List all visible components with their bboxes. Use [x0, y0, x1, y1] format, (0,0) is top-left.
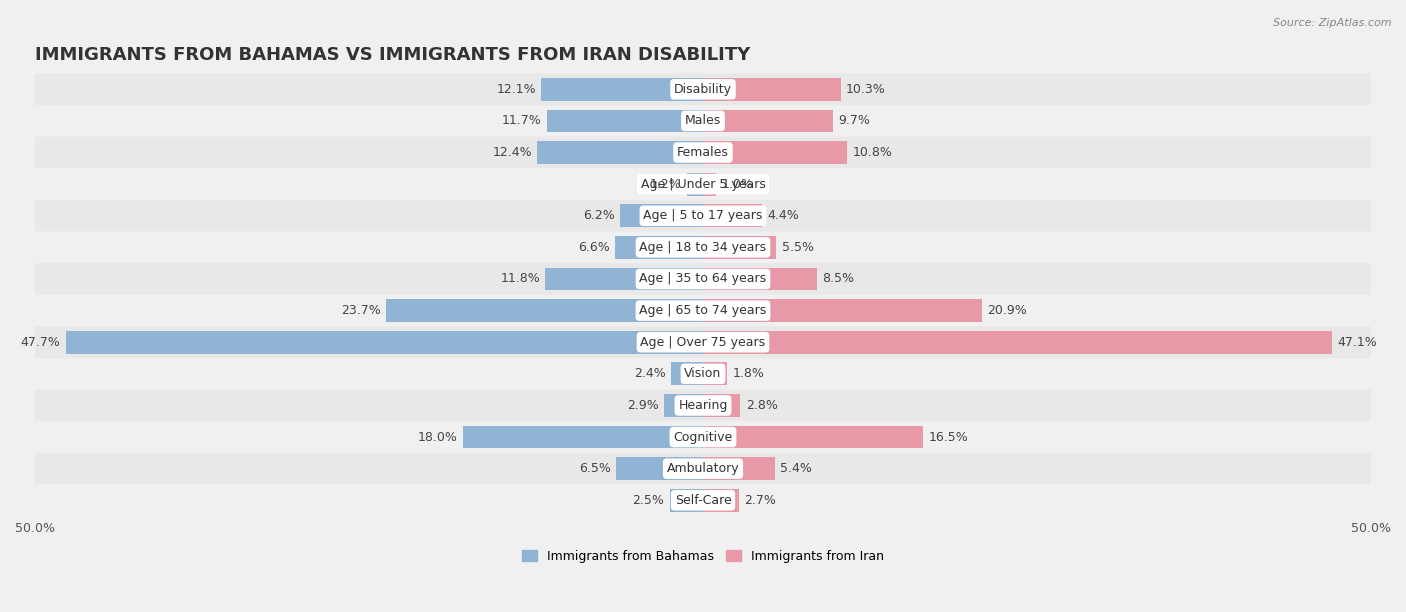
FancyBboxPatch shape: [35, 390, 1371, 421]
Bar: [688, 173, 703, 195]
Text: 2.5%: 2.5%: [633, 494, 664, 507]
Text: Source: ZipAtlas.com: Source: ZipAtlas.com: [1274, 18, 1392, 28]
Text: 23.7%: 23.7%: [342, 304, 381, 317]
Text: Disability: Disability: [673, 83, 733, 96]
Text: Age | Over 75 years: Age | Over 75 years: [641, 336, 765, 349]
Bar: [671, 362, 703, 385]
Text: 4.4%: 4.4%: [768, 209, 799, 222]
Legend: Immigrants from Bahamas, Immigrants from Iran: Immigrants from Bahamas, Immigrants from…: [522, 550, 884, 563]
Text: Age | 18 to 34 years: Age | 18 to 34 years: [640, 241, 766, 254]
Bar: [703, 173, 717, 195]
Text: 2.9%: 2.9%: [627, 399, 659, 412]
Bar: [541, 78, 703, 101]
Text: Age | 5 to 17 years: Age | 5 to 17 years: [644, 209, 762, 222]
Bar: [703, 489, 740, 512]
Text: 18.0%: 18.0%: [418, 431, 457, 444]
Bar: [387, 299, 703, 322]
Bar: [703, 426, 924, 449]
Bar: [703, 457, 775, 480]
FancyBboxPatch shape: [35, 485, 1371, 516]
Text: 2.4%: 2.4%: [634, 367, 665, 380]
Text: 5.5%: 5.5%: [782, 241, 814, 254]
FancyBboxPatch shape: [35, 295, 1371, 326]
Text: Age | Under 5 years: Age | Under 5 years: [641, 177, 765, 191]
Text: 10.3%: 10.3%: [846, 83, 886, 96]
Bar: [547, 110, 703, 132]
FancyBboxPatch shape: [35, 200, 1371, 231]
FancyBboxPatch shape: [35, 263, 1371, 295]
Text: 6.2%: 6.2%: [583, 209, 614, 222]
Text: Hearing: Hearing: [678, 399, 728, 412]
Bar: [703, 299, 983, 322]
FancyBboxPatch shape: [35, 358, 1371, 390]
Text: Females: Females: [678, 146, 728, 159]
Text: 9.7%: 9.7%: [838, 114, 870, 127]
Text: 8.5%: 8.5%: [823, 272, 853, 285]
Bar: [463, 426, 703, 449]
Text: Males: Males: [685, 114, 721, 127]
Text: Self-Care: Self-Care: [675, 494, 731, 507]
FancyBboxPatch shape: [35, 168, 1371, 200]
FancyBboxPatch shape: [35, 136, 1371, 168]
Bar: [664, 394, 703, 417]
Bar: [616, 457, 703, 480]
Bar: [703, 267, 817, 290]
Text: 6.6%: 6.6%: [578, 241, 609, 254]
FancyBboxPatch shape: [35, 326, 1371, 358]
Text: 5.4%: 5.4%: [780, 462, 813, 475]
Text: 12.4%: 12.4%: [492, 146, 531, 159]
Text: 11.7%: 11.7%: [502, 114, 541, 127]
FancyBboxPatch shape: [35, 453, 1371, 485]
Text: 2.7%: 2.7%: [744, 494, 776, 507]
Bar: [620, 204, 703, 227]
FancyBboxPatch shape: [35, 105, 1371, 136]
Bar: [703, 331, 1333, 354]
Text: 2.8%: 2.8%: [745, 399, 778, 412]
Bar: [537, 141, 703, 164]
Bar: [703, 78, 841, 101]
Text: 20.9%: 20.9%: [987, 304, 1028, 317]
Bar: [703, 141, 848, 164]
Text: 12.1%: 12.1%: [496, 83, 536, 96]
Text: 6.5%: 6.5%: [579, 462, 610, 475]
Text: Age | 65 to 74 years: Age | 65 to 74 years: [640, 304, 766, 317]
FancyBboxPatch shape: [35, 421, 1371, 453]
Bar: [546, 267, 703, 290]
Text: 10.8%: 10.8%: [852, 146, 893, 159]
FancyBboxPatch shape: [35, 73, 1371, 105]
Text: 47.7%: 47.7%: [21, 336, 60, 349]
Text: Vision: Vision: [685, 367, 721, 380]
Bar: [703, 394, 741, 417]
Bar: [703, 236, 776, 259]
Text: 16.5%: 16.5%: [929, 431, 969, 444]
Bar: [614, 236, 703, 259]
Text: 1.0%: 1.0%: [721, 177, 754, 191]
Bar: [703, 362, 727, 385]
Bar: [703, 110, 832, 132]
Text: Age | 35 to 64 years: Age | 35 to 64 years: [640, 272, 766, 285]
Text: 1.2%: 1.2%: [650, 177, 682, 191]
Text: 1.8%: 1.8%: [733, 367, 765, 380]
Bar: [66, 331, 703, 354]
Text: IMMIGRANTS FROM BAHAMAS VS IMMIGRANTS FROM IRAN DISABILITY: IMMIGRANTS FROM BAHAMAS VS IMMIGRANTS FR…: [35, 46, 751, 64]
Text: Cognitive: Cognitive: [673, 431, 733, 444]
Text: Ambulatory: Ambulatory: [666, 462, 740, 475]
FancyBboxPatch shape: [35, 231, 1371, 263]
Bar: [669, 489, 703, 512]
Text: 47.1%: 47.1%: [1337, 336, 1378, 349]
Text: 11.8%: 11.8%: [501, 272, 540, 285]
Bar: [703, 204, 762, 227]
